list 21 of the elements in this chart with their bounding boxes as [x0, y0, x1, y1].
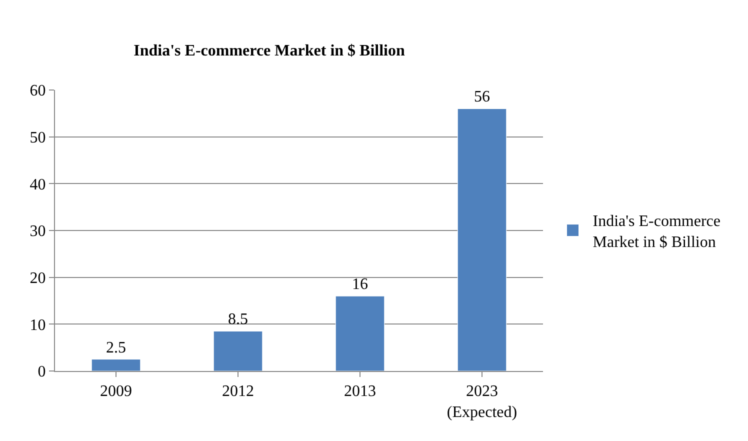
- x-tick-label: 2012: [222, 383, 254, 400]
- y-tick-label: 40: [30, 176, 46, 194]
- y-tick-label: 10: [30, 316, 46, 334]
- data-label: 56: [474, 88, 490, 106]
- legend-label: India's E-commerce Market in $ Billion: [592, 213, 720, 251]
- bar: [91, 359, 141, 371]
- y-tick-label: 0: [38, 364, 46, 381]
- x-tick-label: 2023 (Expected): [446, 383, 518, 421]
- x-tick-label: 2009: [100, 383, 132, 400]
- chart-title: India's E-commerce Market in $ Billion: [134, 42, 405, 60]
- bar: [335, 296, 385, 371]
- data-label: 2.5: [106, 339, 126, 356]
- x-tick-label: 2013: [344, 383, 376, 400]
- y-tick-label: 30: [30, 223, 46, 240]
- y-tick-label: 50: [30, 129, 46, 146]
- data-label: 8.5: [228, 311, 248, 328]
- bar: [213, 330, 263, 371]
- bar: [457, 108, 507, 371]
- y-tick-label: 20: [30, 270, 46, 287]
- y-tick-label: 60: [30, 82, 46, 100]
- data-label: 16: [352, 276, 368, 294]
